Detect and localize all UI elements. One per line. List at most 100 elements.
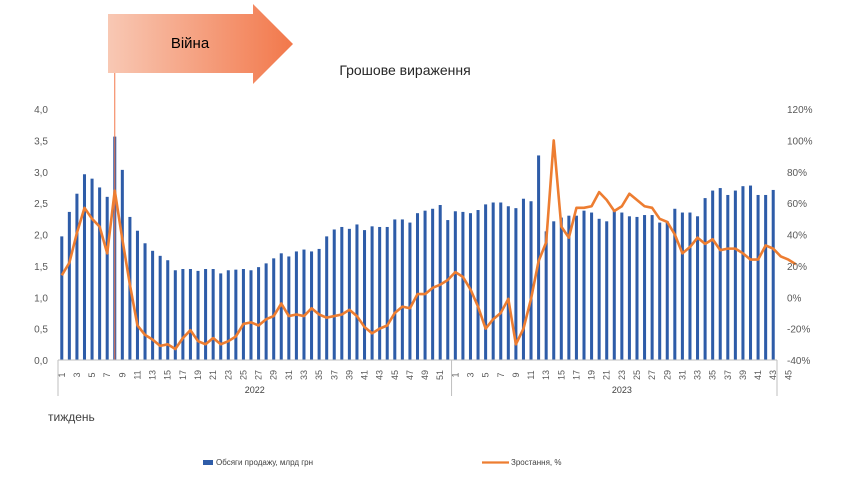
bar: [567, 215, 571, 360]
bar: [582, 210, 586, 360]
x-tick-label: 37: [329, 370, 339, 380]
bar: [764, 194, 768, 360]
bar: [423, 210, 427, 360]
bar: [294, 251, 298, 360]
y-left-tick-label: 1,5: [34, 262, 48, 273]
bar: [665, 221, 669, 360]
bar: [363, 230, 367, 360]
bar: [484, 204, 488, 360]
bar: [703, 198, 707, 360]
x-tick-label: 51: [435, 370, 445, 380]
x-tick-label: 19: [193, 370, 203, 380]
x-tick-label: 27: [647, 370, 657, 380]
x-tick-label: 29: [662, 370, 672, 380]
y-left-tick-label: 3,5: [34, 136, 48, 147]
x-tick-label: 11: [132, 370, 142, 379]
x-axis: 1 3 5 7 9 11 13 15 17 19 21 23 25 27 29 31 33 35 37 39 41 43 4…: [57, 359, 793, 380]
x-tick-label: 47: [405, 370, 415, 380]
bar: [574, 215, 578, 360]
bar: [544, 231, 548, 360]
bar: [612, 209, 616, 360]
y-axis-left: 0,0 0,5 1,0 1,5 2,0 2,5 3,0 3,5 4,0: [34, 105, 48, 367]
x-tick-label: 35: [314, 370, 324, 380]
bar: [378, 226, 382, 360]
bar: [605, 221, 609, 360]
x-tick-label: 1: [57, 372, 67, 377]
bar: [105, 196, 109, 360]
y-right-tick-label: -40%: [787, 356, 810, 367]
bar: [453, 211, 457, 360]
x-tick-label: 7: [102, 372, 112, 377]
bar: [756, 194, 760, 360]
x-tick-label: 39: [344, 370, 354, 380]
y-left-tick-label: 0,0: [34, 356, 48, 367]
bar: [749, 185, 753, 360]
bar: [241, 269, 245, 360]
bar: [135, 230, 139, 360]
y-axis-right: -40% -20% 0% 20% 40% 60% 80% 100% 120%: [787, 105, 813, 367]
bar: [415, 213, 420, 360]
bar: [673, 208, 677, 360]
x-tick-label: 13: [541, 370, 551, 380]
bar: [643, 215, 647, 360]
bar: [279, 253, 283, 360]
bar: [120, 169, 124, 360]
x-tick-label: 23: [617, 370, 627, 380]
bar: [733, 190, 737, 360]
x-tick-label: 29: [269, 370, 279, 380]
war-arrow: [108, 4, 293, 84]
year-label: 2022: [245, 385, 265, 395]
bar: [658, 222, 662, 360]
growth-line: [60, 139, 797, 351]
bar: [476, 210, 480, 360]
x-tick-label: 31: [284, 370, 294, 380]
x-tick-label: 13: [148, 370, 158, 380]
x-tick-label: 5: [87, 372, 97, 377]
x-tick-label: 33: [693, 370, 703, 380]
x-tick-label: 45: [783, 370, 793, 380]
x-tick-label: 33: [299, 370, 309, 380]
bar: [302, 249, 306, 360]
bar: [771, 189, 775, 360]
x-tick-label: 15: [163, 370, 173, 380]
bar: [597, 218, 601, 360]
war-label: Війна: [171, 35, 210, 52]
bar: [158, 255, 162, 360]
y-left-tick-label: 4,0: [34, 105, 48, 116]
x-tick-label: 43: [375, 370, 385, 380]
bar: [370, 226, 374, 360]
y-right-tick-label: -20%: [787, 325, 810, 336]
bar: [521, 198, 525, 360]
x-axis-label: тиждень: [48, 410, 95, 424]
bar: [461, 211, 465, 360]
bar: [166, 260, 170, 360]
bar: [688, 212, 692, 360]
x-tick-label: 19: [587, 370, 597, 380]
x-tick-label: 41: [360, 370, 370, 380]
bar: [491, 202, 495, 360]
x-tick-label: 27: [254, 370, 264, 380]
x-tick-label: 3: [465, 372, 475, 377]
x-tick-label: 15: [556, 370, 566, 380]
x-tick-label: 43: [768, 370, 778, 380]
year-axis: 2022 2023: [57, 360, 778, 396]
bar: [506, 206, 510, 360]
bar: [529, 201, 533, 360]
x-tick-label: 39: [738, 370, 748, 380]
y-left-tick-label: 3,0: [34, 168, 48, 179]
bar: [627, 216, 631, 360]
x-tick-label: 25: [238, 370, 248, 380]
bar: [711, 190, 715, 360]
bar: [272, 258, 276, 360]
x-tick-label: 11: [526, 370, 536, 379]
bar: [287, 256, 291, 360]
x-tick-label: 1: [450, 372, 460, 377]
x-tick-label: 41: [753, 370, 763, 380]
bar: [82, 174, 87, 360]
y-right-tick-label: 80%: [787, 168, 807, 179]
x-tick-label: 35: [708, 370, 718, 380]
bar: [696, 216, 700, 360]
y-left-tick-label: 0,5: [34, 325, 48, 336]
legend: Обсяги продажу, млрд грн Зростання, %: [203, 458, 561, 467]
